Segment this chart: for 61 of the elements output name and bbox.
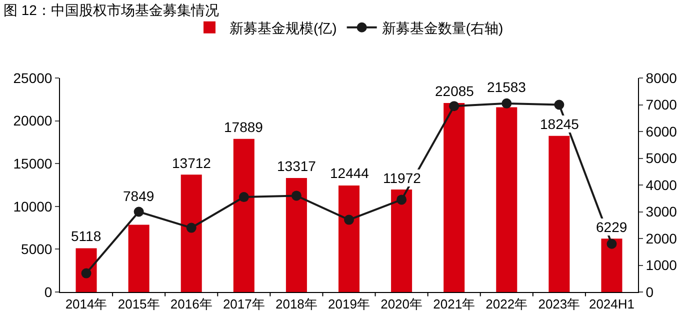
data-label: 7849 [123,188,154,204]
point [396,194,407,205]
data-label: 22085 [435,83,474,99]
point [291,190,302,201]
y2-tick-label: 0 [646,284,654,300]
data-label: 17889 [224,119,264,135]
data-label: 12444 [330,165,370,181]
data-label: 11972 [383,170,422,186]
data-label: 13317 [277,158,316,174]
x-tick-label: 2019年 [328,296,370,312]
y2-tick-label: 1000 [646,257,678,274]
legend-label: 新募基金数量(右轴) [382,20,504,36]
y-tick-label: 0 [44,284,52,300]
x-tick-label: 2024H1 [588,296,635,312]
bar [601,238,622,292]
point [81,268,92,278]
x-tick-label: 2020年 [380,296,423,312]
bar [180,174,202,292]
data-label: 5118 [71,228,102,244]
point [449,101,460,112]
y2-tick-label: 8000 [646,70,678,86]
point [344,214,354,225]
point [186,222,196,233]
data-label: 13712 [172,155,212,171]
legend-label: 新募基金规模(亿) [230,20,337,36]
y-tick-label: 15000 [13,156,52,172]
bar [233,138,254,292]
x-tick-label: 2018年 [275,296,318,312]
x-tick-label: 2017年 [222,296,265,312]
y2-tick-label: 5000 [646,150,678,166]
bar [496,107,518,292]
bar [338,185,360,292]
y-tick-label: 5000 [21,241,52,258]
point [134,206,144,217]
y2-tick-label: 6000 [646,123,678,140]
y2-tick-label: 2000 [646,230,678,246]
data-label: 18245 [540,116,580,132]
point [502,98,512,108]
y-tick-label: 20000 [13,112,52,129]
y2-tick-label: 3000 [646,204,678,220]
data-label: 21583 [487,79,526,95]
data-label: 6229 [596,219,628,235]
y2-tick-label: 4000 [646,176,678,193]
x-tick-label: 2016年 [170,296,212,312]
chart-title: 图 12：中国股权市场基金募集情况 [4,2,219,18]
bar [286,178,307,292]
point [554,100,564,110]
x-tick-label: 2023年 [538,296,580,312]
x-tick-label: 2014年 [65,296,108,312]
x-tick-label: 2022年 [486,296,528,312]
x-tick-label: 2015年 [118,296,160,312]
y-tick-label: 25000 [13,70,52,86]
bar [444,102,465,292]
bar [391,190,412,292]
bar [548,136,570,292]
y2-tick-label: 7000 [646,96,678,113]
point [238,192,249,202]
bar [128,224,150,292]
y-tick-label: 10000 [13,198,52,214]
point [606,238,617,249]
x-tick-label: 2021年 [433,296,476,312]
